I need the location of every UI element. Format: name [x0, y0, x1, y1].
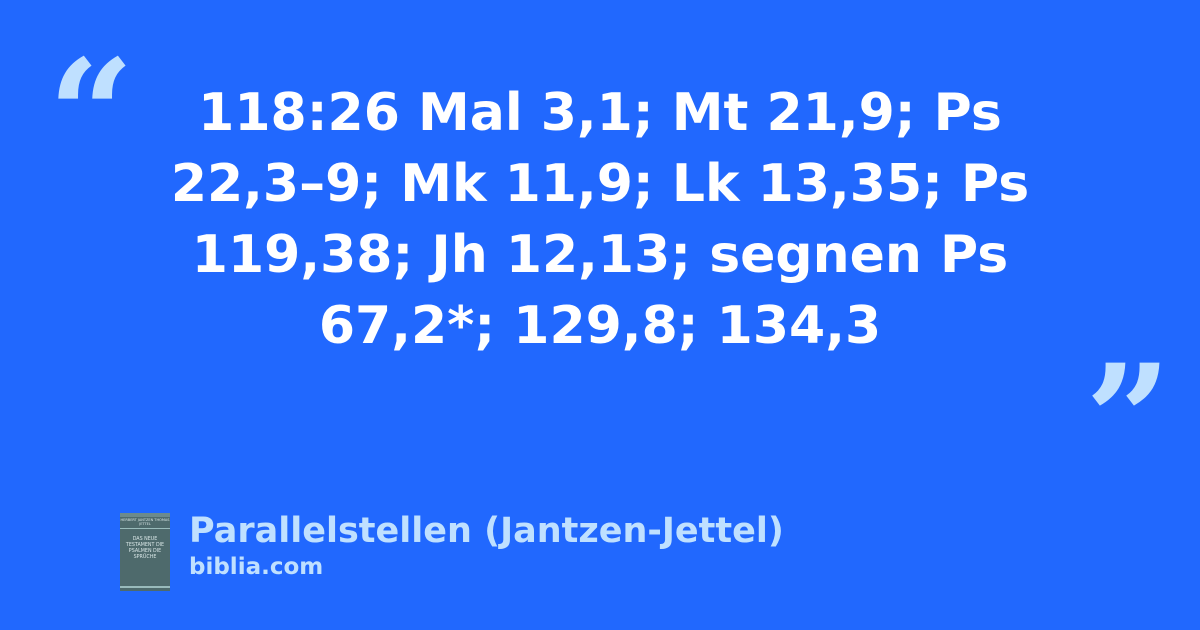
cover-authors: HERBERT JANTZEN THOMAS JETTEL [120, 518, 170, 529]
resource-title: Parallelstellen (Jantzen-Jettel) [189, 511, 784, 551]
cover-band [120, 586, 170, 588]
close-quote-icon: ” [1085, 332, 1172, 508]
source-footer: HERBERT JANTZEN THOMAS JETTEL DAS NEUE T… [120, 511, 784, 591]
cover-title: DAS NEUE TESTAMENT DIE PSALMEN DIE SPRÜC… [125, 537, 165, 560]
site-link[interactable]: biblia.com [189, 554, 324, 580]
book-cover-image: HERBERT JANTZEN THOMAS JETTEL DAS NEUE T… [120, 513, 170, 591]
open-quote-icon: “ [48, 27, 135, 203]
verse-text: 118:26 Mal 3,1; Mt 21,9; Ps 22,3–9; Mk 1… [170, 83, 1030, 356]
